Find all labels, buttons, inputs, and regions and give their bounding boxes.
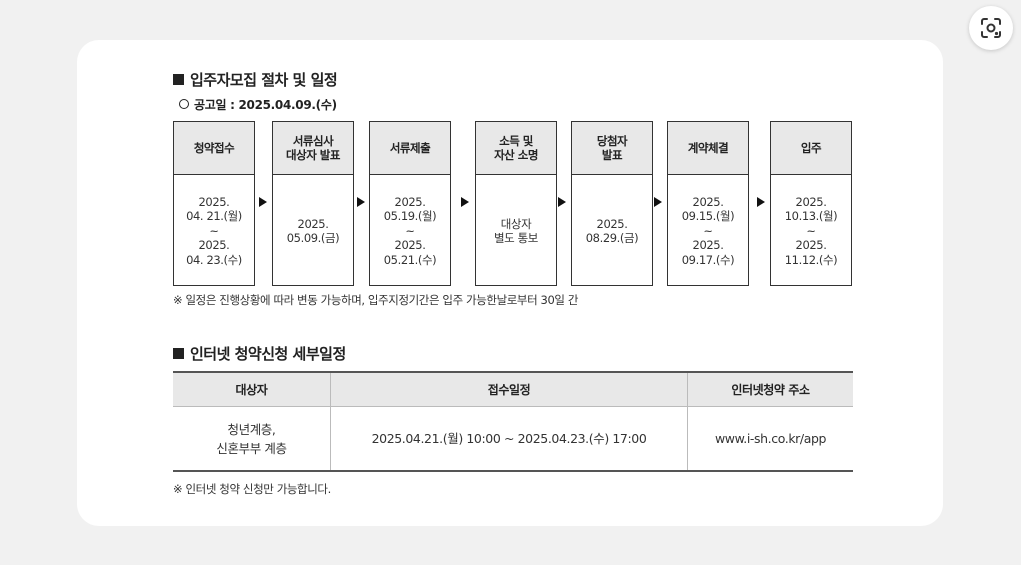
internet-note: ※ 인터넷 청약 신청만 가능합니다. [173, 482, 331, 496]
column-header: 접수일정 [330, 372, 688, 407]
step-box: 계약체결 2025. 09.15.(월) ~ 2025. 09.17.(수) [667, 121, 749, 286]
arrow-right-icon [654, 197, 662, 207]
arrow-right-icon [757, 197, 765, 207]
section-title: 입주자모집 절차 및 일정 [190, 70, 338, 89]
step-title: 소득 및 자산 소명 [476, 122, 556, 175]
column-header: 인터넷청약 주소 [687, 372, 853, 407]
step-title: 입주 [771, 122, 851, 175]
step-title: 청약접수 [174, 122, 254, 175]
section-heading-internet: 인터넷 청약신청 세부일정 [173, 342, 853, 364]
period-cell: 2025.04.21.(월) 10:00 ~ 2025.04.23.(수) 17… [330, 406, 688, 471]
announcement-text: 공고일 : 2025.04.09.(수) [194, 97, 337, 112]
internet-schedule-table: 대상자 접수일정 인터넷청약 주소 청년계층, 신혼부부 계층 2025.04.… [173, 371, 853, 472]
table-row: 청년계층, 신혼부부 계층 2025.04.21.(월) 10:00 ~ 202… [173, 406, 853, 471]
square-bullet-icon [173, 347, 184, 359]
step-box: 소득 및 자산 소명 대상자 별도 통보 [475, 121, 557, 286]
arrow-right-icon [259, 197, 267, 207]
document-content: 입주자모집 절차 및 일정 공고일 : 2025.04.09.(수) 청약접수 … [173, 68, 853, 497]
step-date: 2025. 04. 21.(월) ~ 2025. 04. 23.(수) [186, 194, 242, 267]
table-header-row: 대상자 접수일정 인터넷청약 주소 [173, 372, 853, 407]
step-date: 2025. 08.29.(금) [585, 216, 639, 246]
section-heading-schedule: 입주자모집 절차 및 일정 [173, 68, 853, 90]
target-cell: 청년계층, 신혼부부 계층 [216, 421, 287, 456]
column-header: 대상자 [173, 372, 331, 407]
square-bullet-icon [173, 73, 184, 85]
step-date: 2025. 10.13.(월) ~ 2025. 11.12.(수) [784, 194, 838, 267]
step-title: 당첨자 발표 [572, 122, 652, 175]
arrow-right-icon [558, 197, 566, 207]
section-title: 인터넷 청약신청 세부일정 [190, 344, 346, 363]
step-box: 서류심사 대상자 발표 2025. 05.09.(금) [272, 121, 354, 286]
step-date: 2025. 05.19.(월) ~ 2025. 05.21.(수) [383, 194, 437, 267]
announcement-date: 공고일 : 2025.04.09.(수) [179, 95, 853, 113]
google-lens-icon [981, 18, 1001, 38]
google-lens-button[interactable] [969, 6, 1013, 50]
step-box: 서류제출 2025. 05.19.(월) ~ 2025. 05.21.(수) [369, 121, 451, 286]
document-card: 입주자모집 절차 및 일정 공고일 : 2025.04.09.(수) 청약접수 … [77, 40, 943, 526]
step-date: 2025. 05.09.(금) [286, 216, 340, 246]
arrow-right-icon [357, 197, 365, 207]
url-cell: www.i-sh.co.kr/app [687, 406, 853, 471]
procedure-flow: 청약접수 2025. 04. 21.(월) ~ 2025. 04. 23.(수)… [173, 121, 853, 291]
step-title: 서류심사 대상자 발표 [273, 122, 353, 175]
circle-bullet-icon [179, 99, 189, 109]
schedule-note: ※ 일정은 진행상황에 따라 변동 가능하며, 입주지정기간은 입주 가능한날로… [173, 293, 578, 307]
step-box: 청약접수 2025. 04. 21.(월) ~ 2025. 04. 23.(수) [173, 121, 255, 286]
step-box: 입주 2025. 10.13.(월) ~ 2025. 11.12.(수) [770, 121, 852, 286]
step-box: 당첨자 발표 2025. 08.29.(금) [571, 121, 653, 286]
arrow-right-icon [461, 197, 469, 207]
step-date: 2025. 09.15.(월) ~ 2025. 09.17.(수) [681, 194, 735, 267]
step-title: 서류제출 [370, 122, 450, 175]
step-title: 계약체결 [668, 122, 748, 175]
step-date: 대상자 별도 통보 [494, 216, 538, 246]
